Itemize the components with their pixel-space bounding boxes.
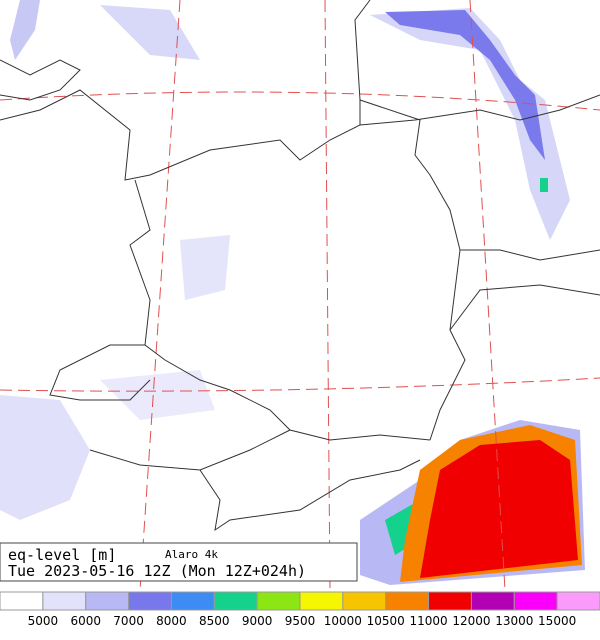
legend-swatch	[299, 591, 344, 611]
legend-swatch	[256, 591, 301, 611]
legend-swatch	[556, 591, 600, 611]
model-label: Alaro 4k	[165, 548, 218, 561]
info-box	[0, 542, 358, 582]
legend-label: 8500	[199, 614, 230, 628]
grid-lines	[0, 0, 600, 591]
legend-swatch	[385, 591, 430, 611]
precip-fields	[0, 0, 585, 585]
legend-label: 5000	[28, 614, 59, 628]
valid-time: Tue 2023-05-16 12Z (Mon 12Z+024h)	[8, 562, 306, 580]
legend-label: 10500	[367, 614, 405, 628]
legend-label: 9500	[285, 614, 316, 628]
legend-swatch	[342, 591, 387, 611]
legend-swatch	[513, 591, 558, 611]
legend-swatch	[213, 591, 258, 611]
legend-swatch	[470, 591, 515, 611]
legend-swatch	[0, 591, 44, 611]
legend-swatch	[128, 591, 172, 611]
legend-label: 9000	[242, 614, 273, 628]
legend: 5000 6000 7000 8000 8500 9000 9500 10000 10500 11…	[0, 591, 600, 628]
legend-label: 10000	[324, 614, 362, 628]
legend-label: 15000	[538, 614, 576, 628]
legend-label: 11000	[409, 614, 447, 628]
legend-label: 13000	[495, 614, 533, 628]
borders	[0, 0, 600, 532]
legend-swatch	[428, 591, 472, 611]
variable-label: eq-level [m]	[8, 546, 116, 564]
legend-label: 12000	[452, 614, 490, 628]
legend-swatch	[85, 591, 130, 611]
legend-swatch	[42, 591, 87, 611]
legend-swatch	[170, 591, 215, 611]
legend-label: 7000	[113, 614, 144, 628]
legend-label: 8000	[156, 614, 187, 628]
legend-label: 6000	[70, 614, 101, 628]
